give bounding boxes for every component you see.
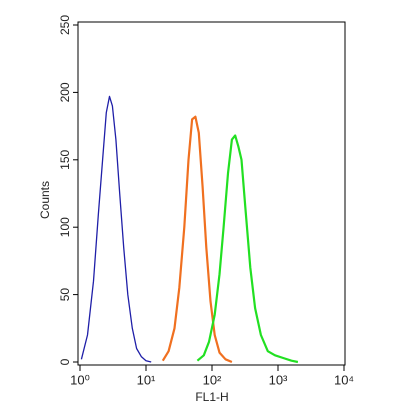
x-tick-label: 10¹ (137, 372, 156, 387)
histogram-line (161, 115, 233, 364)
y-tick-label: 250 (58, 15, 72, 35)
y-axis-label: Counts (38, 181, 52, 219)
x-tick-label: 10³ (269, 372, 288, 387)
x-tick-label: 10⁰ (70, 372, 90, 387)
histogram-line (196, 134, 299, 364)
y-tick-label: 50 (58, 288, 72, 302)
x-tick-label: 10⁴ (334, 372, 354, 387)
y-tick-label: 100 (58, 217, 72, 237)
y-tick-label: 150 (58, 149, 72, 169)
x-tick-label: 10² (203, 372, 222, 387)
histogram-line (80, 95, 152, 363)
y-tick-label: 0 (58, 358, 72, 365)
y-tick-label: 200 (58, 82, 72, 102)
x-axis-label: FL1-H (195, 390, 228, 404)
